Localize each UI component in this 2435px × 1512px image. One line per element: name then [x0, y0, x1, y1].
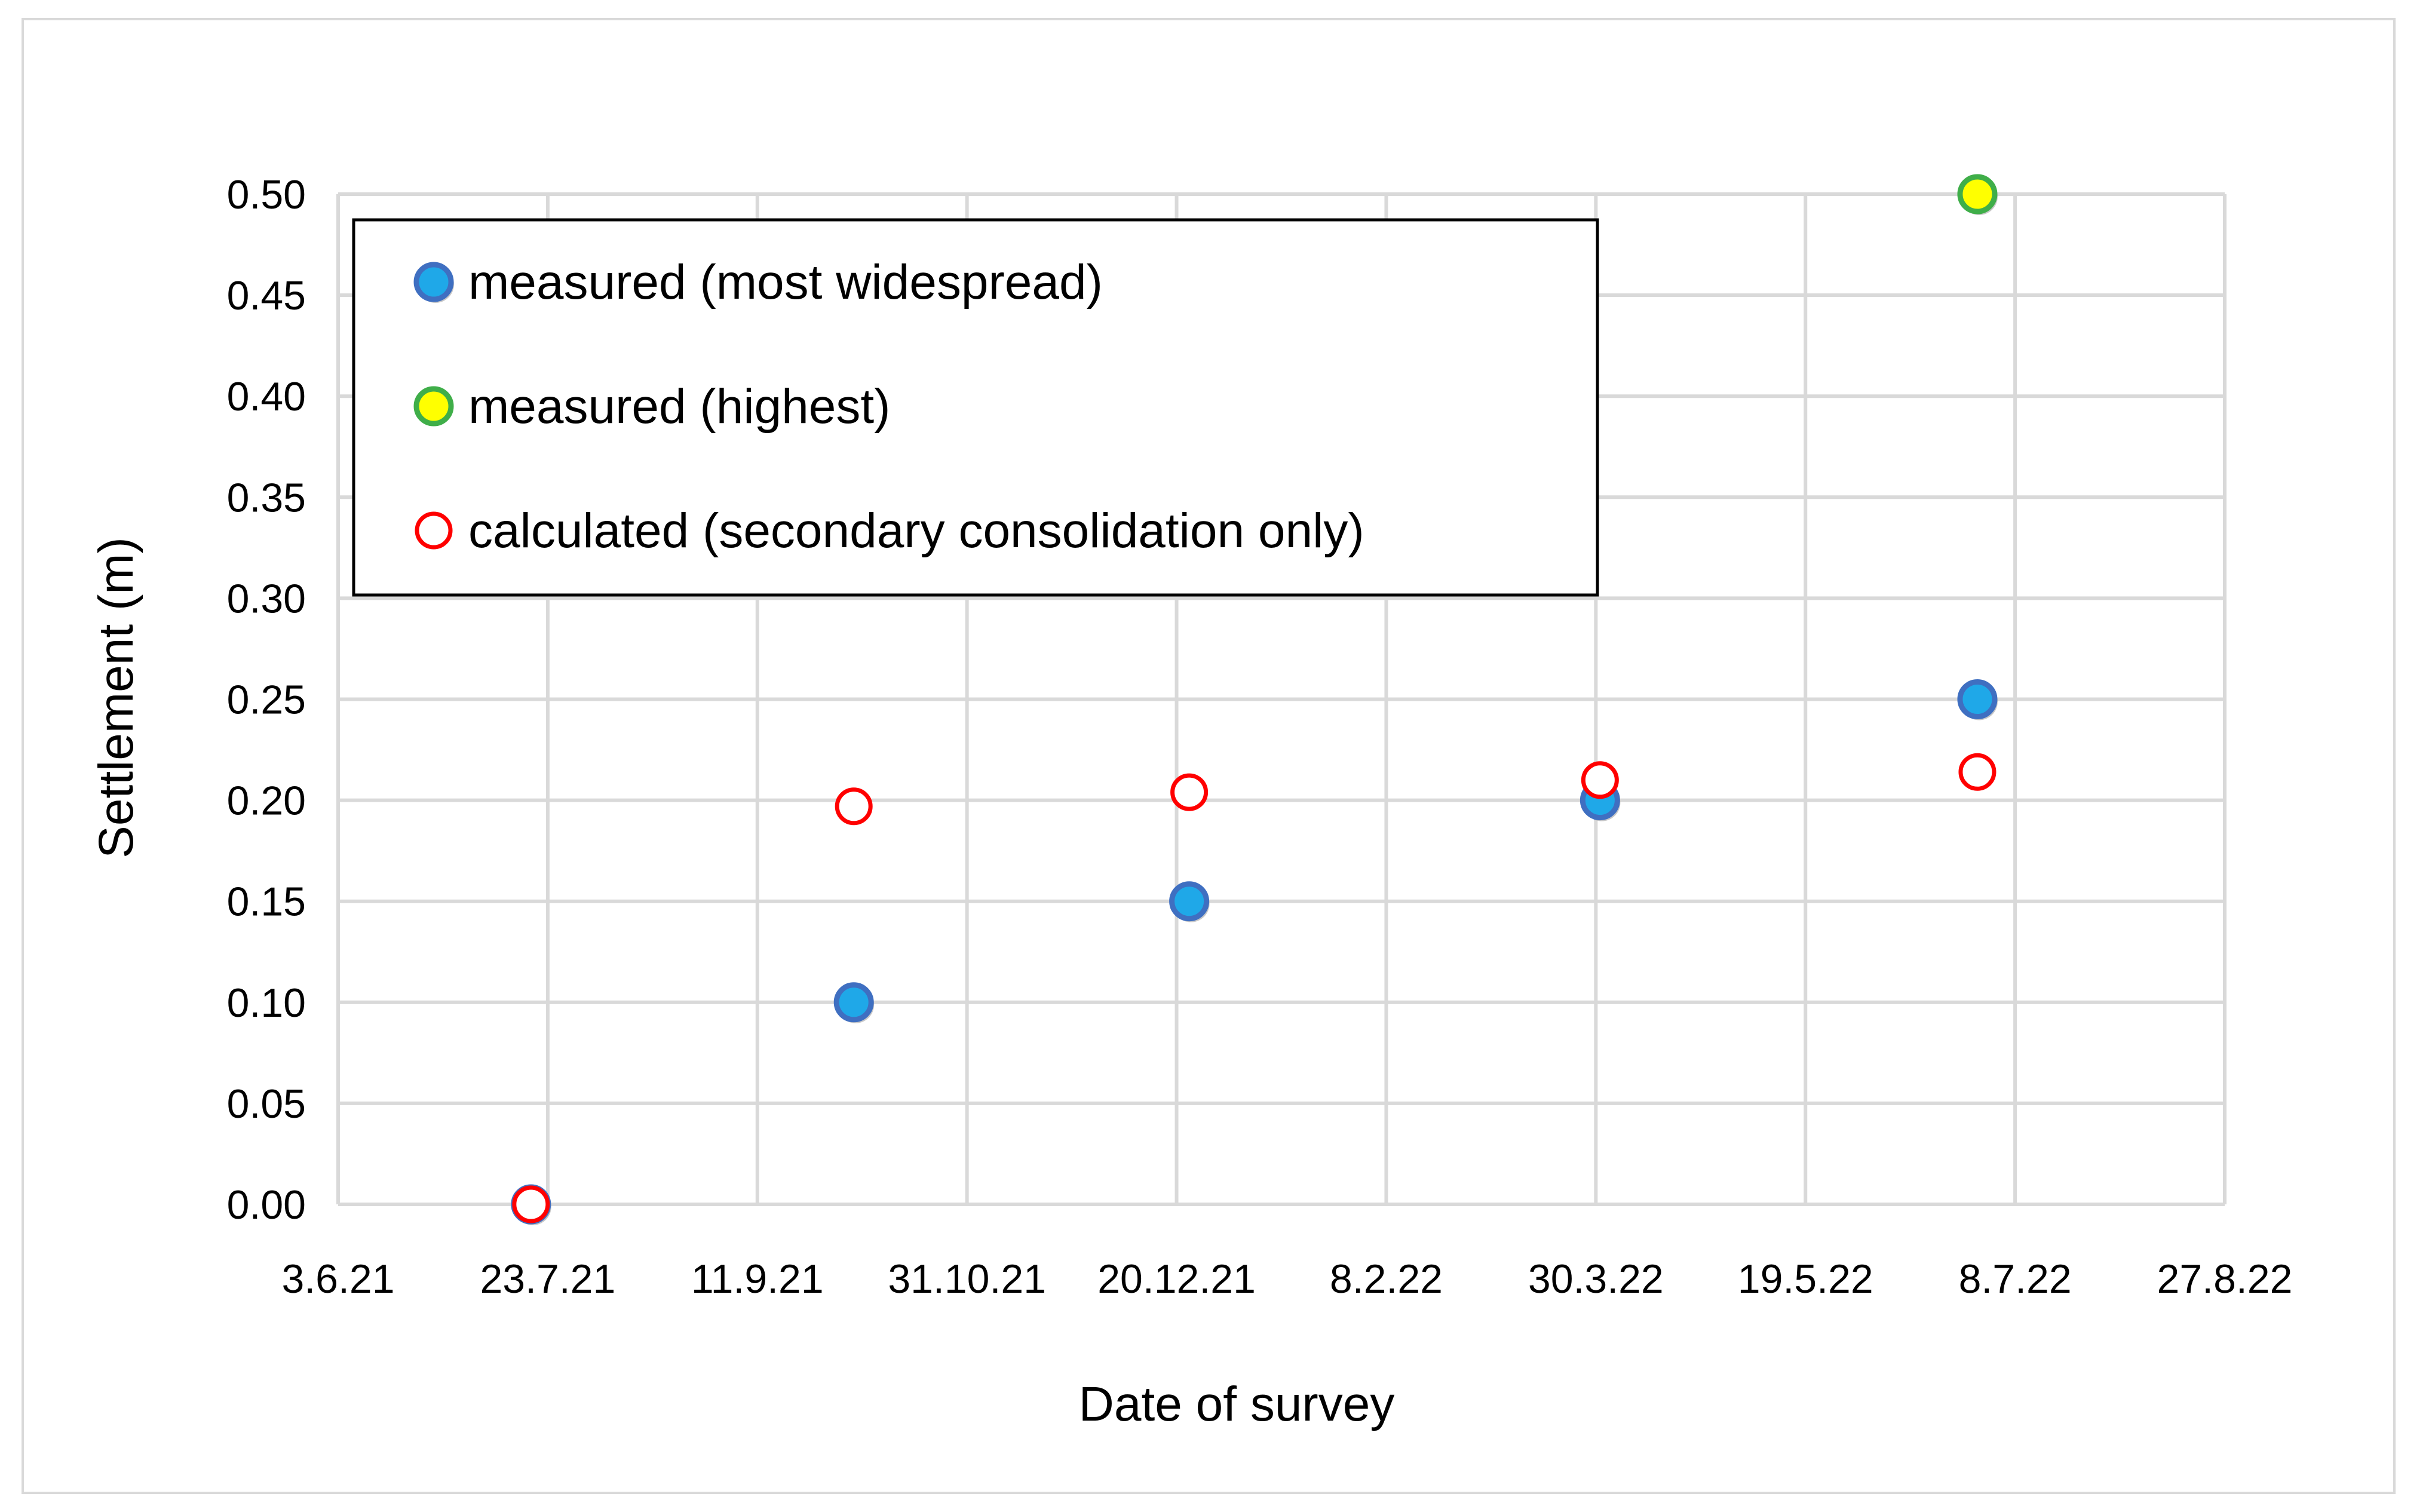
data-point: [835, 787, 873, 826]
legend-label: calculated (secondary consolidation only…: [468, 504, 1364, 558]
data-point: [1169, 881, 1210, 922]
x-tick-label: 23.7.21: [480, 1256, 615, 1302]
legend-label: measured (most widespread): [468, 255, 1103, 309]
x-tick-label: 11.9.21: [691, 1256, 824, 1302]
x-tick-label: 8.2.22: [1330, 1256, 1443, 1302]
data-point: [1957, 679, 1998, 719]
x-tick-label: 19.5.22: [1738, 1256, 1873, 1302]
y-tick-label: 0.15: [227, 879, 306, 925]
y-tick-label: 0.40: [227, 374, 306, 419]
y-tick-label: 0.05: [227, 1081, 306, 1127]
data-point: [833, 982, 874, 1023]
series-1: [1957, 174, 1998, 215]
x-tick-labels: 3.6.21 23.7.21 11.9.21 31.10.21 20.12.21 8.2.…: [281, 1256, 2292, 1302]
legend-marker: [413, 262, 454, 302]
data-point: [1958, 753, 1997, 791]
y-tick-label: 0.00: [227, 1182, 306, 1228]
x-axis-title: Date of survey: [1079, 1377, 1395, 1431]
series-0: [511, 679, 1998, 1225]
series-2: [512, 753, 1997, 1223]
y-tick-label: 0.45: [227, 273, 306, 318]
legend-marker: [413, 386, 454, 427]
y-tick-label: 0.30: [227, 576, 306, 621]
legend: measured (most widespread) measured (high…: [352, 218, 1599, 597]
x-tick-label: 8.7.22: [1959, 1256, 2072, 1302]
y-tick-label: 0.50: [227, 172, 306, 217]
x-tick-label: 27.8.22: [2157, 1256, 2293, 1302]
x-tick-label: 20.12.21: [1097, 1256, 1256, 1302]
y-tick-label: 0.25: [227, 677, 306, 723]
legend-label: measured (highest): [468, 379, 890, 434]
y-tick-label: 0.20: [227, 778, 306, 824]
x-tick-label: 3.6.21: [281, 1256, 394, 1302]
x-tick-label: 31.10.21: [888, 1256, 1046, 1302]
data-point: [1170, 773, 1209, 811]
x-tick-label: 30.3.22: [1528, 1256, 1664, 1302]
data-points: [511, 174, 1998, 1225]
y-tick-labels: 0.00 0.05 0.10 0.15 0.20 0.25 0.30 0.35 0.40 0.45…: [227, 172, 306, 1228]
data-point: [1581, 761, 1619, 799]
legend-marker: [415, 511, 453, 550]
legend-box: [352, 218, 1599, 597]
data-point: [1957, 174, 1998, 214]
data-point: [512, 1185, 550, 1223]
y-tick-label: 0.35: [227, 475, 306, 520]
y-axis-title: Settlement (m): [89, 537, 143, 858]
y-tick-label: 0.10: [227, 980, 306, 1026]
